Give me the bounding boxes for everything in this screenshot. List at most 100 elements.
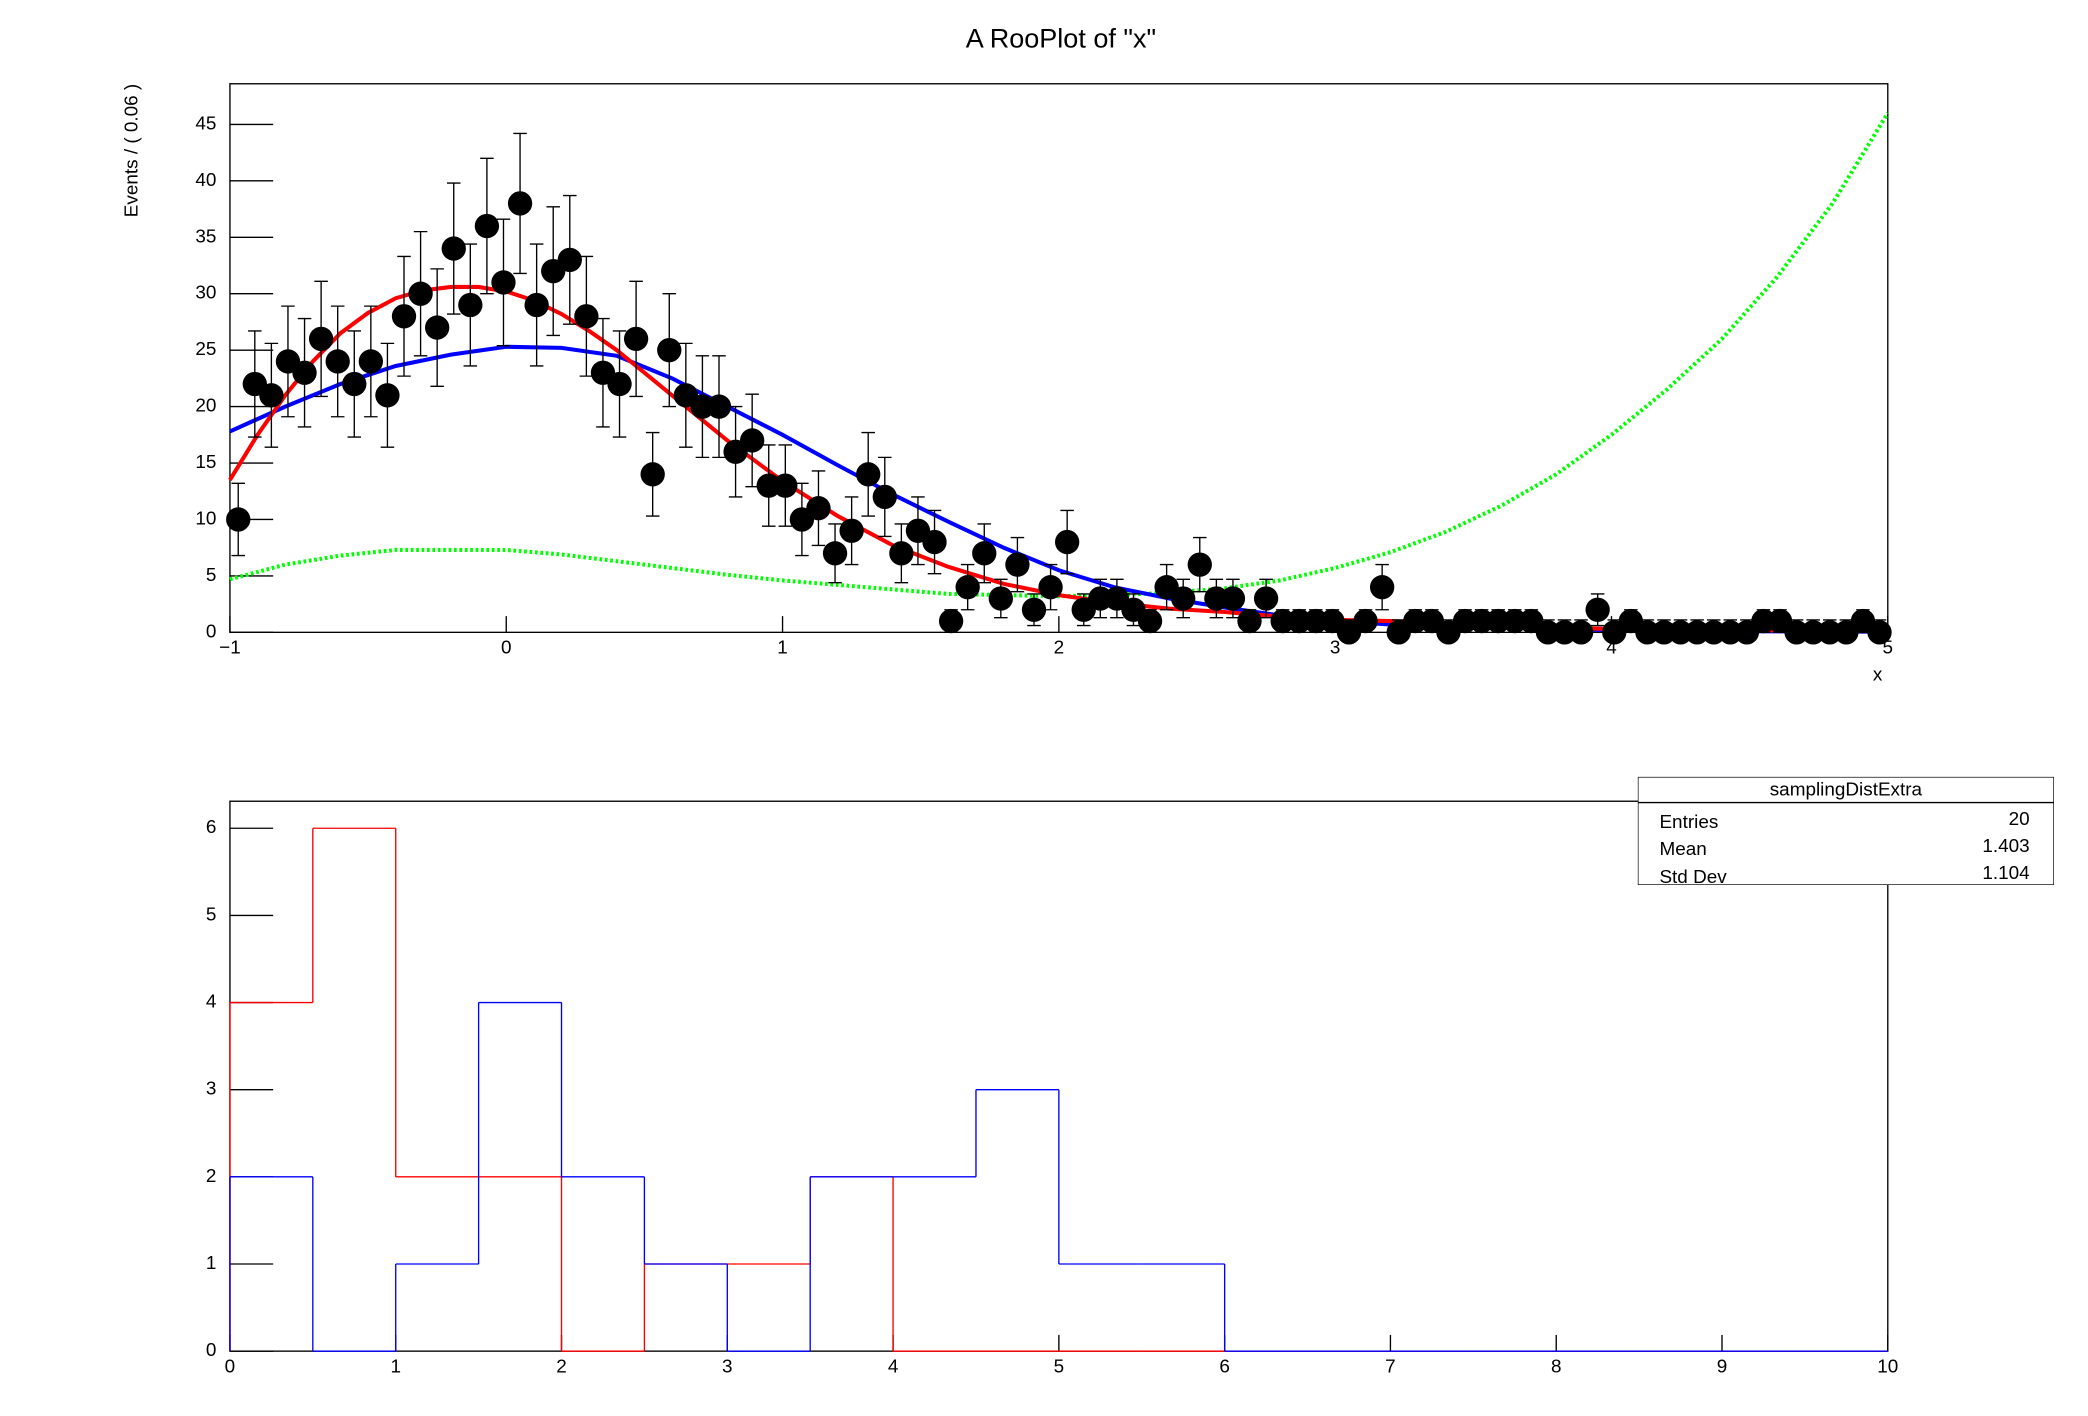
data-point — [1038, 575, 1063, 600]
data-point — [342, 371, 367, 397]
chart-title: A RooPlot of "x" — [966, 24, 1156, 54]
x-tick-label: 5 — [1054, 1356, 1065, 1377]
data-point — [259, 383, 284, 408]
x-tick-label: −1 — [219, 638, 241, 659]
data-point — [1253, 586, 1279, 611]
x-tick-label: 6 — [1219, 1356, 1230, 1377]
data-point — [623, 326, 649, 352]
data-point — [425, 315, 450, 340]
stats-label: Mean — [1659, 839, 1706, 860]
data-point — [640, 462, 665, 487]
y-tick-label: 4 — [206, 992, 217, 1013]
y-tick-label: 15 — [195, 452, 216, 473]
x-tick-label: 3 — [1330, 638, 1341, 659]
stats-value: 20 — [2009, 809, 2030, 830]
data-point — [557, 247, 582, 273]
stats-label: Entries — [1659, 812, 1718, 833]
data-point — [1187, 552, 1212, 577]
data-point — [1054, 529, 1080, 555]
data-point — [1585, 597, 1610, 622]
data-point — [773, 473, 798, 498]
data-point — [856, 462, 881, 487]
x-tick-label: 3 — [722, 1356, 733, 1377]
data-point — [507, 191, 533, 216]
x-axis-label: x — [1873, 665, 1883, 686]
data-point — [938, 608, 964, 634]
data-point — [889, 541, 914, 566]
data-point — [308, 326, 334, 352]
y-tick-label: 20 — [195, 396, 216, 417]
x-tick-label: 2 — [556, 1356, 567, 1377]
stats-frame — [1637, 776, 2054, 885]
data-point — [375, 383, 400, 408]
data-point — [524, 292, 549, 318]
data-point — [822, 541, 848, 566]
stats-value: 1.403 — [1982, 836, 2029, 857]
data-point — [1353, 608, 1378, 634]
y-tick-label: 6 — [206, 817, 217, 838]
x-tick-label: 8 — [1551, 1356, 1562, 1377]
data-point — [1369, 575, 1395, 600]
data-point — [1171, 586, 1196, 611]
x-tick-label: 9 — [1717, 1356, 1728, 1377]
y-tick-label: 30 — [195, 283, 216, 304]
x-tick-label: 1 — [777, 638, 788, 659]
x-tick-label: 7 — [1385, 1356, 1396, 1377]
data-point — [1137, 608, 1163, 634]
data-point — [292, 360, 317, 385]
data-point — [1021, 597, 1047, 622]
data-point — [955, 575, 980, 600]
y-tick-label: 1 — [206, 1253, 217, 1274]
y-tick-label: 10 — [195, 508, 216, 529]
data-point — [607, 371, 632, 397]
data-point — [1220, 586, 1246, 611]
x-tick-label: 1 — [390, 1356, 401, 1377]
stats-value: 1.104 — [1982, 863, 2029, 884]
data-point — [574, 304, 599, 329]
x-tick-label: 4 — [1606, 638, 1617, 659]
x-tick-label: 5 — [1883, 638, 1894, 659]
data-point — [1005, 552, 1030, 577]
y-axis-label: Events / ( 0.06 ) — [122, 84, 143, 217]
data-point — [474, 213, 500, 239]
y-tick-label: 25 — [195, 339, 216, 360]
data-point — [1867, 620, 1892, 645]
data-point — [706, 394, 732, 419]
y-tick-label: 40 — [195, 170, 216, 191]
data-point — [839, 518, 864, 543]
x-tick-label: 0 — [501, 638, 512, 659]
x-tick-label: 4 — [888, 1356, 899, 1377]
data-point — [657, 337, 682, 363]
data-point — [226, 507, 251, 532]
y-tick-label: 3 — [206, 1079, 217, 1100]
data-point — [408, 281, 433, 306]
data-point — [441, 236, 466, 261]
data-point — [1237, 608, 1262, 634]
stats-box: samplingDistExtra Entries 20 Mean 1.403 … — [1637, 776, 2054, 888]
data-point — [391, 304, 417, 329]
x-tick-label: 0 — [225, 1356, 236, 1377]
stats-title: samplingDistExtra — [1770, 779, 1923, 800]
data-point — [358, 349, 384, 374]
data-point — [988, 586, 1013, 611]
data-point — [491, 270, 516, 295]
y-tick-label: 5 — [206, 904, 217, 925]
x-tick-label: 2 — [1054, 638, 1065, 659]
data-point — [458, 292, 483, 318]
data-point — [872, 484, 897, 510]
y-tick-label: 0 — [206, 1340, 217, 1361]
y-tick-label: 5 — [206, 565, 217, 586]
data-point — [739, 428, 765, 453]
data-point — [1568, 620, 1594, 645]
stats-label: Std Dev — [1659, 867, 1727, 888]
y-tick-label: 35 — [195, 226, 216, 247]
data-point — [325, 349, 350, 374]
y-tick-label: 2 — [206, 1166, 217, 1187]
data-point — [972, 541, 997, 566]
y-tick-label: 0 — [206, 621, 217, 642]
data-point — [922, 529, 947, 555]
data-point — [806, 496, 831, 521]
